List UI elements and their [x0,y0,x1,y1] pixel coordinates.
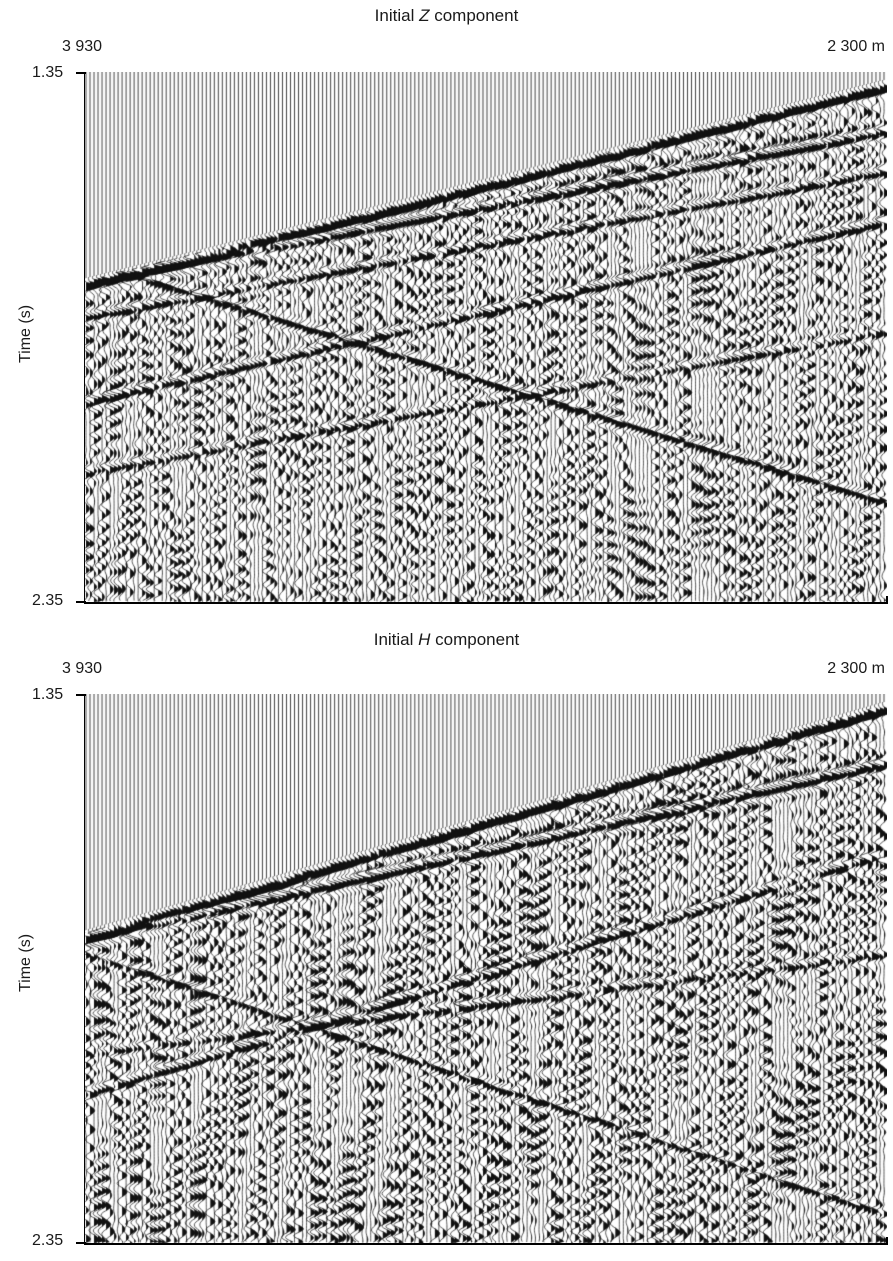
panel-z-right-tick [886,596,888,604]
panel-z-y-axis-label: Time (s) [17,304,34,364]
panel-z-top-tick [76,72,86,74]
panel-h-right-tick [886,1237,888,1245]
panel-h-title-suffix: component [430,630,520,649]
panel-h-seismic-section [84,694,887,1243]
panel-h-wiggle-traces [85,694,887,1243]
panel-z-seismic-section [84,72,887,602]
panel-h-y-axis-label: Time (s) [17,933,34,993]
panel-z-y-top-label: 1.35 [32,64,64,81]
panel-z-title-suffix: component [429,6,519,25]
panel-h-bottom-tick [76,1242,86,1244]
panel-z-bottom-axis [84,602,888,604]
panel-h-bottom-axis [84,1243,888,1245]
panel-z-bottom-tick [76,601,86,603]
panel-h-x-left-label: 3 930 [62,660,103,677]
panel-z-y-bottom-label: 2.35 [32,592,64,609]
panel-h-title: Initial H component [0,630,893,650]
panel-h-y-bottom-label: 2.35 [32,1232,64,1249]
panel-h-title-prefix: Initial [373,630,419,649]
panel-z-title-prefix: Initial [374,6,420,25]
panel-h-x-right-label: 2 300 m [827,660,885,677]
panel-z-title-variable: Z [419,6,430,25]
panel-z-wiggle-traces [85,72,887,602]
panel-h-title-variable: H [418,630,431,649]
panel-h-y-top-label: 1.35 [32,686,64,703]
panel-z-title: Initial Z component [0,6,893,26]
panel-z-x-left-label: 3 930 [62,38,103,55]
panel-z-x-right-label: 2 300 m [827,38,885,55]
panel-h-top-tick [76,694,86,696]
